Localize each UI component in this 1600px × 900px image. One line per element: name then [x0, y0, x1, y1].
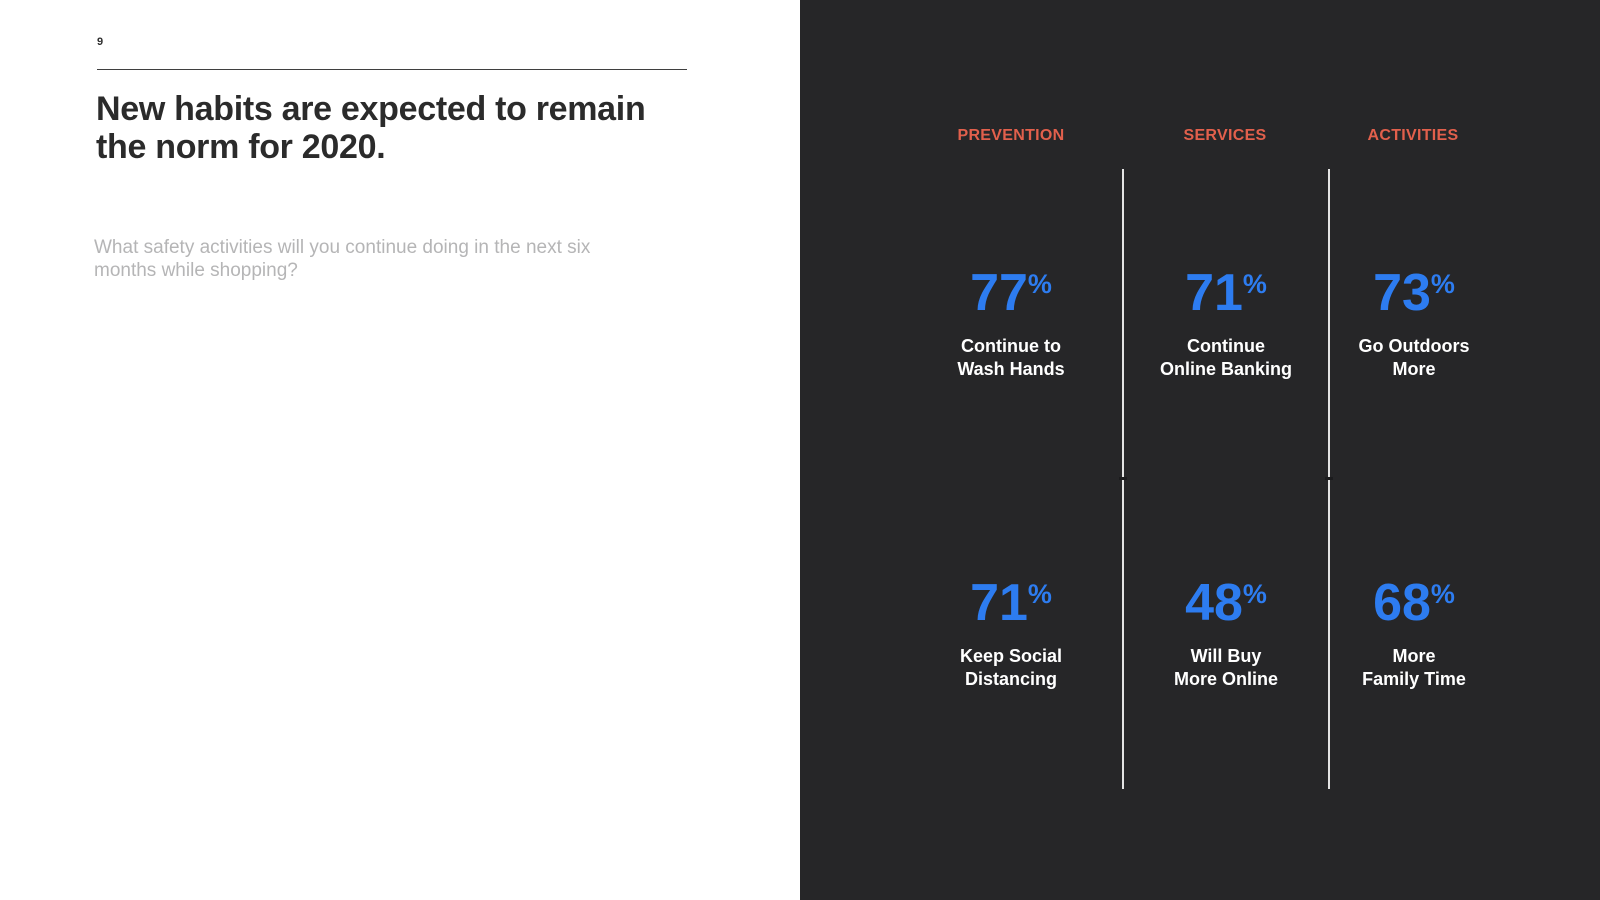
- stat-number: 71: [1185, 264, 1243, 322]
- stat-cell-social-distancing: 71% Keep Social Distancing: [900, 479, 1122, 789]
- stat-value: 71%: [970, 577, 1052, 629]
- stat-label-line: More: [1392, 646, 1436, 666]
- stat-label-line: Continue to: [961, 336, 1061, 356]
- stat-value: 77%: [970, 267, 1052, 319]
- percent-sign: %: [1430, 269, 1455, 299]
- stat-label-line: Will Buy: [1190, 646, 1262, 666]
- stat-label-line: Wash Hands: [957, 359, 1065, 379]
- stats-grid: 77% Continue to Wash Hands 71% Continue …: [900, 169, 1498, 789]
- stat-value: 73%: [1373, 267, 1455, 319]
- header-rule: [97, 69, 687, 70]
- column-headers: PREVENTION SERVICES ACTIVITIES: [900, 128, 1498, 144]
- stat-value: 68%: [1373, 577, 1455, 629]
- stat-label-line: Keep Social: [959, 646, 1063, 666]
- percent-sign: %: [1242, 269, 1267, 299]
- stat-label-line: More Online: [1173, 669, 1278, 689]
- stat-label-line: More: [1392, 359, 1436, 379]
- stat-number: 68: [1373, 574, 1431, 632]
- stat-number: 71: [970, 574, 1028, 632]
- stat-value: 71%: [1185, 267, 1267, 319]
- slide-left-page: 9 New habits are expected to remain the …: [94, 36, 687, 281]
- stat-number: 77: [970, 264, 1028, 322]
- stat-cell-buy-online: 48% Will Buy More Online: [1122, 479, 1328, 789]
- column-header-services: SERVICES: [1183, 127, 1267, 144]
- stat-cell-go-outdoors: 73% Go Outdoors More: [1328, 169, 1498, 479]
- page-number: 9: [97, 36, 104, 48]
- stat-label-line: Family Time: [1362, 669, 1466, 689]
- stat-label: Continue Online Banking: [1160, 335, 1292, 381]
- stat-label: Continue to Wash Hands: [957, 335, 1064, 381]
- stat-label: Go Outdoors More: [1359, 335, 1470, 381]
- column-header-prevention: PREVENTION: [957, 127, 1065, 144]
- stat-label: More Family Time: [1362, 645, 1466, 691]
- percent-sign: %: [1027, 579, 1052, 609]
- percent-sign: %: [1027, 269, 1052, 299]
- slide-title: New habits are expected to remain the no…: [96, 90, 646, 166]
- stat-number: 48: [1185, 574, 1243, 632]
- column-header-activities: ACTIVITIES: [1367, 127, 1459, 144]
- stat-cell-wash-hands: 77% Continue to Wash Hands: [900, 169, 1122, 479]
- stat-cell-online-banking: 71% Continue Online Banking: [1122, 169, 1328, 479]
- row-divider-tick: [1119, 477, 1127, 480]
- stat-label-line: Online Banking: [1159, 359, 1292, 379]
- stat-label-line: Distancing: [964, 669, 1057, 689]
- stat-number: 73: [1373, 264, 1431, 322]
- percent-sign: %: [1242, 579, 1267, 609]
- survey-question: What safety activities will you continue…: [94, 237, 591, 281]
- stat-label: Keep Social Distancing: [960, 645, 1062, 691]
- percent-sign: %: [1430, 579, 1455, 609]
- row-divider-tick: [1325, 477, 1333, 480]
- stat-label: Will Buy More Online: [1174, 645, 1278, 691]
- stat-value: 48%: [1185, 577, 1267, 629]
- stat-label-line: Continue: [1186, 336, 1265, 356]
- stats-panel: PREVENTION SERVICES ACTIVITIES 77% Conti…: [800, 0, 1600, 900]
- stat-label-line: Go Outdoors: [1358, 336, 1470, 356]
- stat-cell-family-time: 68% More Family Time: [1328, 479, 1498, 789]
